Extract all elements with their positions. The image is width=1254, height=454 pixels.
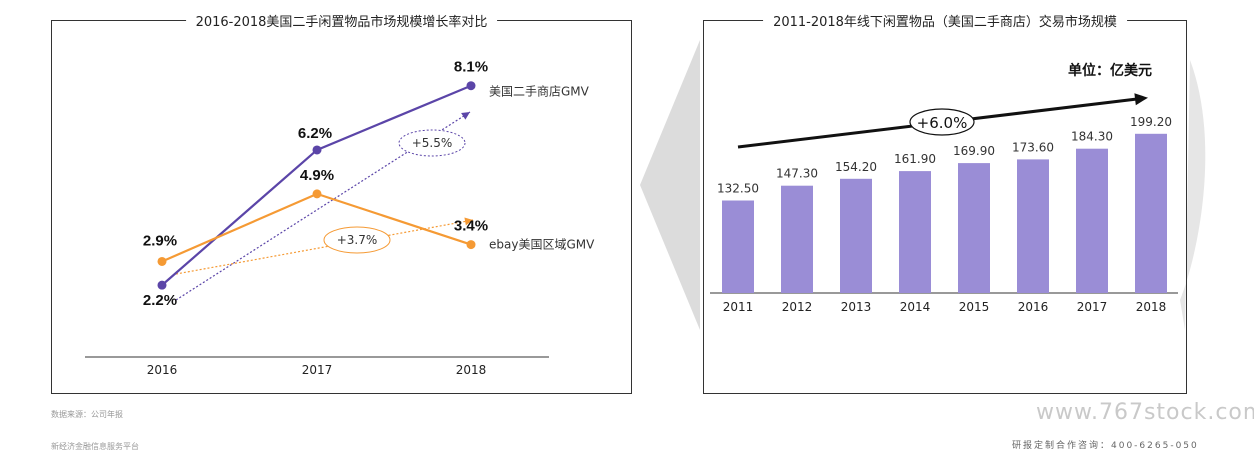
contact-info: 研报定制合作咨询：400-6265-050 bbox=[1012, 441, 1199, 451]
trend-arrowhead bbox=[461, 112, 470, 120]
bar-value-label: 147.30 bbox=[776, 167, 818, 181]
bar-value-label: 169.90 bbox=[953, 144, 995, 158]
x-tick-label: 2017 bbox=[1077, 300, 1108, 314]
data-label: 8.1% bbox=[454, 59, 488, 76]
growth-label: +6.0% bbox=[917, 114, 968, 132]
growth-arrowhead bbox=[1134, 93, 1148, 106]
data-label: 2.9% bbox=[143, 232, 177, 249]
bar bbox=[840, 178, 872, 293]
x-tick-label: 2018 bbox=[1136, 300, 1167, 314]
data-point bbox=[312, 189, 322, 199]
bar bbox=[781, 185, 813, 293]
data-point bbox=[157, 280, 167, 290]
bar-value-label: 173.60 bbox=[1012, 140, 1054, 154]
market-size-chart-panel: 2011-2018年线下闲置物品（美国二手商店）交易市场规模 bbox=[703, 11, 1187, 394]
x-tick-label: 2016 bbox=[1018, 300, 1049, 314]
x-tick-label: 2011 bbox=[723, 300, 754, 314]
bar-value-label: 132.50 bbox=[717, 182, 759, 196]
bar bbox=[1017, 159, 1049, 293]
series-name-label: ebay美国区域GMV bbox=[489, 238, 595, 252]
x-tick-label: 2013 bbox=[841, 300, 872, 314]
data-point bbox=[312, 145, 322, 155]
platform-note: 新经济金融信息服务平台 bbox=[51, 442, 139, 451]
data-label: 4.9% bbox=[300, 167, 334, 184]
bar-value-label: 199.20 bbox=[1130, 115, 1172, 129]
x-tick-label: 2015 bbox=[959, 300, 990, 314]
data-label: 3.4% bbox=[454, 218, 488, 235]
bar-value-label: 154.20 bbox=[835, 160, 877, 174]
bar bbox=[1135, 133, 1167, 293]
bar bbox=[1076, 148, 1108, 293]
data-source-note: 数据来源：公司年报 bbox=[51, 410, 123, 419]
watermark-text: www.767stock.com bbox=[1036, 400, 1254, 425]
x-tick-label: 2018 bbox=[456, 363, 487, 377]
bar bbox=[958, 163, 990, 293]
trend-label: +5.5% bbox=[412, 136, 453, 150]
trend-arrowhead bbox=[464, 217, 473, 226]
data-point bbox=[157, 256, 167, 266]
trend-label: +3.7% bbox=[337, 233, 378, 247]
data-point bbox=[466, 240, 476, 250]
bar bbox=[722, 200, 754, 293]
x-tick-label: 2016 bbox=[147, 363, 178, 377]
bar-value-label: 161.90 bbox=[894, 152, 936, 166]
growth-label-ellipse bbox=[909, 108, 975, 136]
unit-label: 单位：亿美元 bbox=[1068, 63, 1152, 79]
background-arrow-shape bbox=[640, 40, 700, 330]
data-label: 6.2% bbox=[298, 125, 332, 142]
trend-label-ellipse bbox=[398, 129, 466, 157]
x-tick-label: 2012 bbox=[782, 300, 813, 314]
growth-rate-chart-panel: 2016-2018美国二手闲置物品市场规模增长率对比 bbox=[51, 11, 632, 394]
market-size-chart-title: 2011-2018年线下闲置物品（美国二手商店）交易市场规模 bbox=[763, 11, 1127, 30]
x-tick-label: 2017 bbox=[302, 363, 333, 377]
data-point bbox=[466, 81, 476, 91]
x-tick-label: 2014 bbox=[900, 300, 931, 314]
data-label: 2.2% bbox=[143, 292, 177, 309]
series-name-label: 美国二手商店GMV bbox=[489, 84, 590, 99]
trend-label-ellipse bbox=[323, 226, 391, 254]
growth-chart-title: 2016-2018美国二手闲置物品市场规模增长率对比 bbox=[185, 11, 498, 30]
bar bbox=[899, 171, 931, 293]
bar-value-label: 184.30 bbox=[1071, 130, 1113, 144]
